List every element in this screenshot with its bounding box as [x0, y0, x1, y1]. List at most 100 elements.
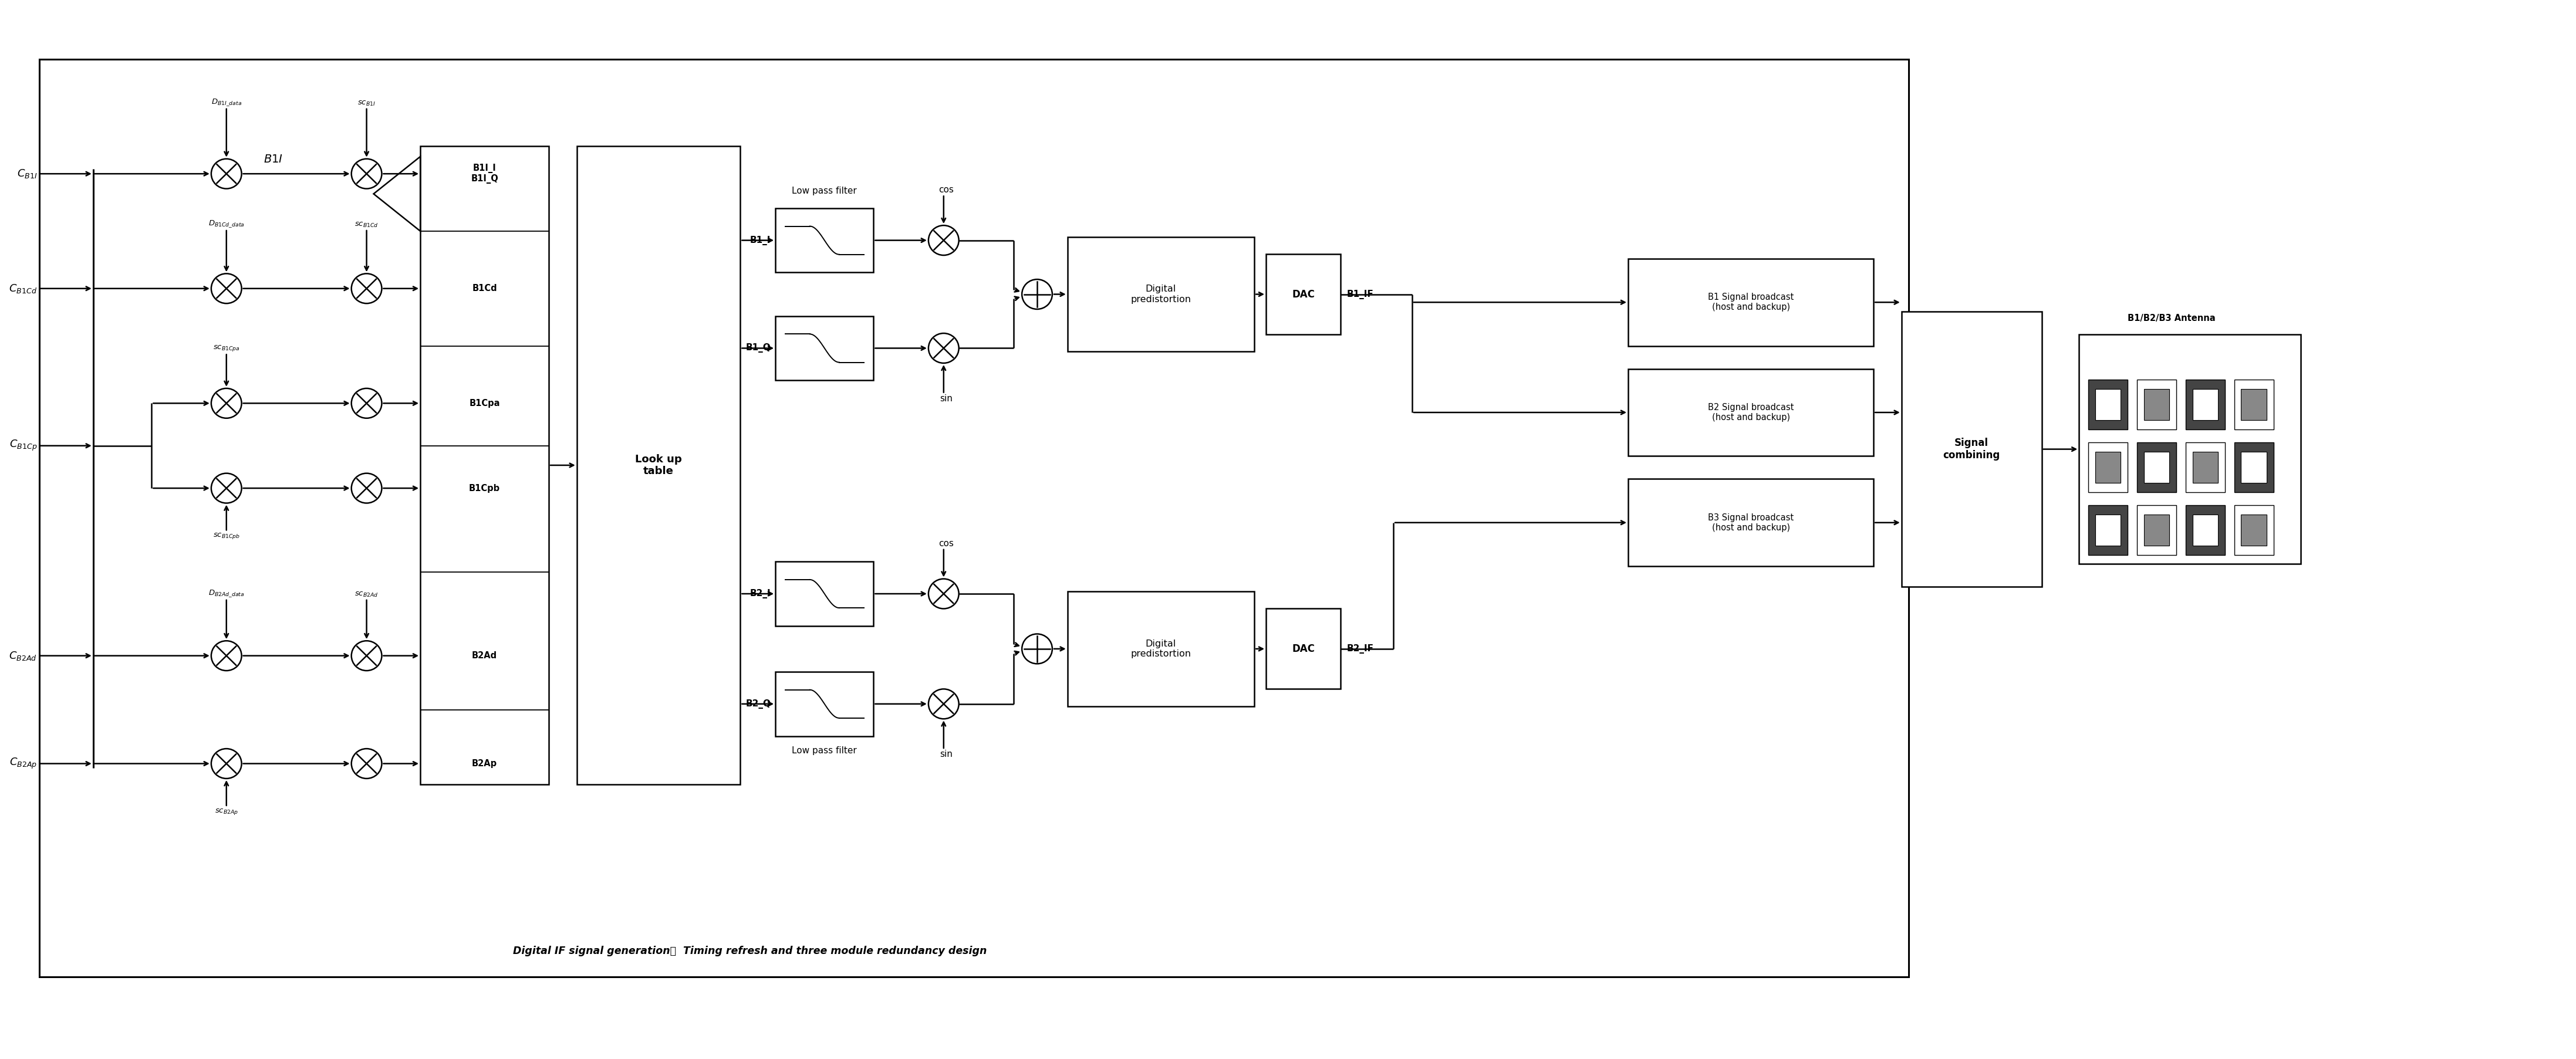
Text: DAC: DAC: [1293, 644, 1314, 654]
Bar: [2184, 380, 2226, 429]
Bar: [775, 561, 873, 626]
Bar: [420, 146, 549, 785]
Bar: [1628, 369, 1873, 456]
Text: $C_{B2Ap}$: $C_{B2Ap}$: [10, 757, 36, 770]
Bar: [1265, 254, 1342, 335]
Text: $sc_{B1I}$: $sc_{B1I}$: [358, 100, 376, 107]
Bar: [2192, 515, 2218, 545]
Text: B2Ad: B2Ad: [471, 651, 497, 660]
Text: $sc_{B1Cpa}$: $sc_{B1Cpa}$: [214, 344, 240, 353]
Circle shape: [211, 159, 242, 189]
Bar: [2094, 389, 2120, 420]
Circle shape: [927, 226, 958, 255]
Bar: [577, 146, 739, 785]
Bar: [1901, 311, 2043, 587]
Text: B1_I: B1_I: [750, 235, 770, 245]
Bar: [2094, 515, 2120, 545]
Circle shape: [1023, 280, 1051, 309]
Circle shape: [927, 579, 958, 609]
Bar: [1628, 258, 1873, 346]
Text: sin: sin: [940, 750, 953, 758]
Circle shape: [211, 473, 242, 503]
Text: $D_{B1I\_data}$: $D_{B1I\_data}$: [211, 97, 242, 107]
Text: $sc_{B2Ap}$: $sc_{B2Ap}$: [214, 807, 237, 816]
Bar: [2241, 515, 2267, 545]
Text: $sc_{B2Ad}$: $sc_{B2Ad}$: [355, 591, 379, 598]
Text: B1Cpa: B1Cpa: [469, 399, 500, 408]
Text: B1 Signal broadcast
(host and backup): B1 Signal broadcast (host and backup): [1708, 292, 1793, 311]
Circle shape: [927, 334, 958, 363]
Bar: [2233, 505, 2275, 555]
Bar: [2089, 443, 2128, 492]
Bar: [2241, 451, 2267, 483]
Text: B2Ap: B2Ap: [471, 759, 497, 768]
Text: $C_{B1Cd}$: $C_{B1Cd}$: [8, 283, 36, 294]
Bar: [775, 316, 873, 380]
Bar: [775, 209, 873, 272]
Circle shape: [211, 389, 242, 418]
Bar: [1265, 609, 1342, 689]
Text: Digital
predistortion: Digital predistortion: [1131, 640, 1190, 659]
Bar: [775, 671, 873, 736]
Bar: [2138, 380, 2177, 429]
Bar: [2089, 380, 2128, 429]
Text: B2 Signal broadcast
(host and backup): B2 Signal broadcast (host and backup): [1708, 402, 1793, 421]
Circle shape: [350, 641, 381, 670]
Circle shape: [350, 749, 381, 778]
Circle shape: [1023, 634, 1051, 664]
Bar: [2138, 505, 2177, 555]
Text: $B1I$: $B1I$: [263, 154, 283, 164]
Bar: [1066, 592, 1255, 706]
Bar: [2089, 505, 2128, 555]
Text: B2_I: B2_I: [750, 589, 770, 598]
Text: Digital
predistortion: Digital predistortion: [1131, 285, 1190, 304]
Text: B2_Q: B2_Q: [744, 699, 770, 708]
Text: sin: sin: [940, 394, 953, 402]
Text: $C_{B1I}$: $C_{B1I}$: [18, 168, 36, 180]
Bar: [1628, 479, 1873, 567]
Text: cos: cos: [938, 185, 953, 195]
Bar: [2241, 389, 2267, 420]
Bar: [2192, 389, 2218, 420]
Bar: [2143, 451, 2169, 483]
Text: $C_{B1Cp}$: $C_{B1Cp}$: [10, 438, 36, 452]
Text: $sc_{B1Cpb}$: $sc_{B1Cpb}$: [214, 532, 240, 540]
Circle shape: [927, 689, 958, 719]
Circle shape: [350, 473, 381, 503]
Bar: [2184, 443, 2226, 492]
Text: B1Cd: B1Cd: [471, 284, 497, 293]
Text: cos: cos: [938, 539, 953, 548]
Text: B2_IF: B2_IF: [1347, 644, 1373, 653]
Circle shape: [350, 389, 381, 418]
Circle shape: [211, 641, 242, 670]
Text: Look up
table: Look up table: [636, 454, 683, 477]
Bar: [2079, 335, 2300, 564]
Circle shape: [350, 273, 381, 304]
Circle shape: [211, 273, 242, 304]
Text: Low pass filter: Low pass filter: [791, 747, 858, 755]
Bar: [2233, 443, 2275, 492]
Text: Signal
combining: Signal combining: [1942, 437, 1999, 461]
Bar: [2143, 515, 2169, 545]
Text: B1_Q: B1_Q: [744, 343, 770, 353]
Text: B1Cpb: B1Cpb: [469, 484, 500, 492]
Circle shape: [211, 749, 242, 778]
Text: DAC: DAC: [1293, 289, 1314, 300]
Bar: [2138, 443, 2177, 492]
Text: $C_{B2Ad}$: $C_{B2Ad}$: [10, 650, 36, 662]
Circle shape: [350, 159, 381, 189]
Bar: [2143, 389, 2169, 420]
Bar: [2094, 451, 2120, 483]
Bar: [39, 59, 1909, 977]
Bar: [2233, 380, 2275, 429]
Text: B1/B2/B3 Antenna: B1/B2/B3 Antenna: [2128, 315, 2215, 323]
Text: B3 Signal broadcast
(host and backup): B3 Signal broadcast (host and backup): [1708, 514, 1793, 532]
Text: $D_{B2Ad\_data}$: $D_{B2Ad\_data}$: [209, 589, 245, 598]
Text: $sc_{B1Cd}$: $sc_{B1Cd}$: [355, 221, 379, 229]
Text: B1_IF: B1_IF: [1347, 289, 1373, 299]
Text: Digital IF signal generation：  Timing refresh and three module redundancy design: Digital IF signal generation： Timing ref…: [513, 946, 987, 956]
Text: B1I_I
B1I_Q: B1I_I B1I_Q: [471, 164, 497, 184]
Text: $D_{B1Cd\_data}$: $D_{B1Cd\_data}$: [209, 219, 245, 229]
Text: Low pass filter: Low pass filter: [791, 186, 858, 196]
Bar: [1066, 237, 1255, 352]
